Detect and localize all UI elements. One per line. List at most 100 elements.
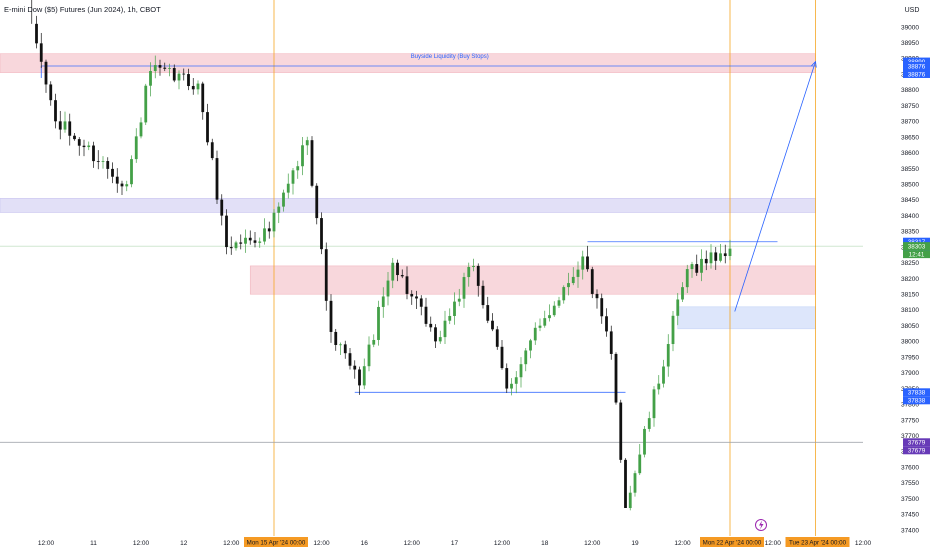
price-label-box[interactable]: 37838 <box>903 388 930 397</box>
candle-body <box>624 459 627 508</box>
price-label-box[interactable]: 12:41 <box>903 250 930 258</box>
lightning-icon[interactable] <box>755 519 767 531</box>
price-tick-label: 38550 <box>901 166 919 173</box>
candle-body <box>87 145 91 148</box>
candle-down <box>353 360 357 379</box>
candle-body <box>377 306 380 340</box>
chart-title: E-mini Dow ($5) Futures (Jun 2024), 1h, … <box>4 5 161 14</box>
price-label-text: 37838 <box>908 398 926 405</box>
buyside-liquidity-label: Buyside Liquidity (Buy Stops) <box>411 54 489 60</box>
candle-body <box>638 454 642 474</box>
candle-body <box>581 256 585 270</box>
candle-body <box>548 315 551 319</box>
candle-down <box>348 348 352 370</box>
candle-up <box>362 358 366 390</box>
candle-down <box>324 242 328 311</box>
candle-body <box>286 183 290 193</box>
candle-up <box>690 261 694 278</box>
candle-body <box>614 353 618 403</box>
candle-body <box>690 264 694 270</box>
price-tick-label: 38400 <box>901 213 919 220</box>
time-tick-label: 12:00 <box>584 540 601 547</box>
price-label-box[interactable]: 37679 <box>903 438 930 447</box>
price-tick-label: 38600 <box>901 150 919 157</box>
time-axis[interactable]: 12:00 11 12:00 12 12:00 12:00 16 12:00 17 12:00 18… <box>38 537 872 547</box>
candle-down <box>419 295 423 316</box>
candle-down <box>334 328 338 351</box>
candle-body <box>196 83 200 90</box>
price-axis[interactable]: 3900038950389003885038800387503870038650… <box>901 24 930 534</box>
candle-body <box>49 84 53 101</box>
candle-up <box>386 272 390 306</box>
candle-body <box>552 305 556 316</box>
projection-arrow-line <box>734 61 816 312</box>
price-label-text: 12:41 <box>909 251 925 258</box>
candle-down <box>225 209 228 255</box>
candle-body <box>533 327 537 341</box>
time-highlight-label[interactable]: Mon 15 Apr '24 00:00 <box>244 537 308 547</box>
candle-body <box>405 276 409 294</box>
candle-up <box>571 267 575 286</box>
candle-body <box>348 353 352 366</box>
candle-body <box>362 366 366 386</box>
candle-body <box>73 135 76 140</box>
candle-up <box>576 261 580 288</box>
blue-zone <box>677 306 816 330</box>
candle-body <box>291 170 295 184</box>
candle-up <box>538 318 542 332</box>
candle-down <box>215 150 219 204</box>
candle-body <box>296 166 300 171</box>
candle-up <box>63 111 67 133</box>
candle-body <box>320 218 323 250</box>
candle-up <box>676 293 680 326</box>
candle-up <box>305 136 309 156</box>
candle-body <box>315 185 319 219</box>
candle-down <box>44 59 48 93</box>
candle-down <box>96 150 100 170</box>
candle-up <box>144 83 148 126</box>
candle-body <box>267 228 271 232</box>
candle-body <box>723 253 727 257</box>
candle-down <box>120 180 124 196</box>
candle-body <box>82 145 86 148</box>
candle-up <box>453 292 456 325</box>
candle-down <box>82 139 86 157</box>
candle-up <box>719 244 722 263</box>
price-label-box[interactable]: 37838 <box>903 396 930 405</box>
price-tick-label: 38750 <box>901 103 919 110</box>
candle-up <box>548 304 551 322</box>
price-tick-label: 38050 <box>901 323 919 330</box>
candle-up <box>666 334 670 377</box>
time-tick-label: 12:00 <box>855 540 872 547</box>
price-label-box[interactable]: 38876 <box>903 61 930 70</box>
price-label-box[interactable]: 38876 <box>903 69 930 78</box>
candle-body <box>301 145 304 167</box>
purple-zone <box>0 198 816 213</box>
time-highlight-label[interactable]: Mon 22 Apr '24 00:00 <box>700 537 764 547</box>
candle-body <box>586 256 589 270</box>
candle-up <box>101 156 105 169</box>
candle-body <box>215 158 219 200</box>
candle-body <box>495 329 499 347</box>
candle-body <box>567 283 570 288</box>
time-tick-label: 18 <box>541 540 549 547</box>
candle-down <box>505 363 509 393</box>
candle-up <box>529 338 532 359</box>
price-label-box[interactable]: 37679 <box>903 446 930 455</box>
candle-body <box>514 377 518 384</box>
candle-body <box>125 184 129 187</box>
candle-up <box>628 485 632 511</box>
time-highlight-label[interactable]: Tue 23 Apr '24 00:00 <box>785 537 850 547</box>
price-label-box[interactable]: 38303 <box>903 242 930 250</box>
candle-down <box>486 296 490 324</box>
candle-body <box>168 68 171 69</box>
candle-up <box>552 301 556 317</box>
candle-body <box>310 140 314 186</box>
candle-body <box>225 215 228 248</box>
candle-down <box>201 81 205 120</box>
candle-up <box>438 330 442 344</box>
candle-up <box>567 272 570 296</box>
candle-body <box>182 73 186 75</box>
candle-up <box>514 371 518 394</box>
